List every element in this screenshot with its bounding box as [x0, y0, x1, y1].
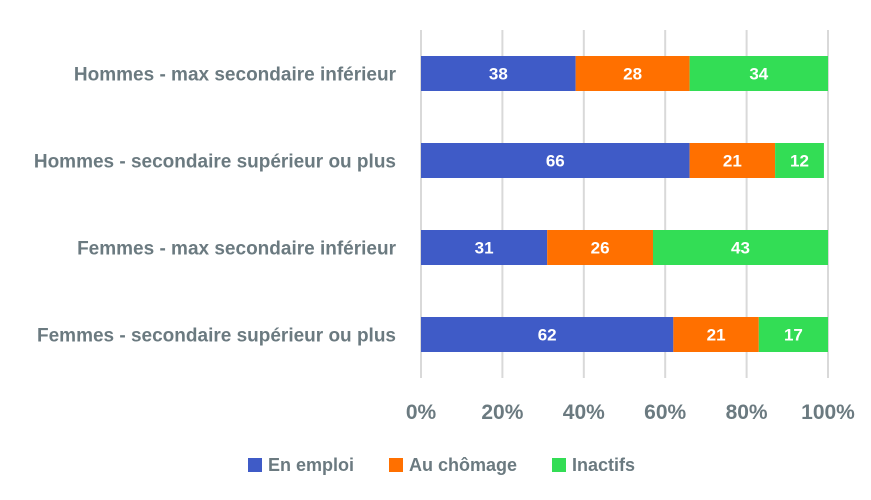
category-label: Hommes - secondaire supérieur ou plus [34, 152, 396, 173]
x-tick-label: 0% [406, 401, 437, 424]
data-label: 31 [475, 239, 494, 258]
x-axis-tick-labels: 0% 20% 40% 60% 80% 100% [406, 401, 855, 424]
category-label: Hommes - max secondaire inférieur [74, 65, 397, 86]
data-label: 38 [489, 65, 508, 84]
legend-swatch [389, 458, 403, 472]
data-label: 34 [749, 65, 768, 84]
category-labels: Hommes - max secondaire inférieur Hommes … [34, 65, 397, 347]
data-label: 62 [538, 326, 557, 345]
bar-segment [421, 56, 576, 91]
data-label: 43 [731, 239, 750, 258]
data-label: 26 [591, 239, 610, 258]
data-label: 21 [723, 152, 742, 171]
x-tick-label: 40% [563, 401, 605, 424]
bar-segment [421, 143, 690, 178]
bar-segment [547, 230, 653, 265]
data-label: 12 [790, 152, 809, 171]
x-tick-label: 60% [644, 401, 686, 424]
x-tick-label: 100% [801, 401, 855, 424]
x-tick-label: 20% [481, 401, 523, 424]
legend-label: En emploi [268, 455, 354, 475]
bar-segment [758, 317, 828, 352]
bar-segment [689, 56, 828, 91]
data-label: 28 [623, 65, 642, 84]
legend-swatch [248, 458, 262, 472]
bar-segment [673, 317, 759, 352]
data-label: 21 [707, 326, 726, 345]
data-label: 17 [784, 326, 803, 345]
legend-label: Inactifs [572, 455, 635, 475]
x-tick-label: 80% [726, 401, 768, 424]
bar-segment [652, 230, 828, 265]
category-label: Femmes - secondaire supérieur ou plus [37, 326, 396, 347]
data-label: 66 [546, 152, 565, 171]
legend-swatch [552, 458, 566, 472]
bars: 38 28 34 66 21 12 31 26 43 62 21 17 [421, 56, 828, 352]
legend-label: Au chômage [409, 455, 517, 475]
bar-segment [421, 230, 548, 265]
legend: En emploi Au chômage Inactifs [248, 455, 635, 475]
bar-segment [575, 56, 690, 91]
bar-segment [421, 317, 674, 352]
bar-segment [775, 143, 824, 178]
category-label: Femmes - max secondaire inférieur [77, 239, 397, 260]
bar-segment [689, 143, 776, 178]
